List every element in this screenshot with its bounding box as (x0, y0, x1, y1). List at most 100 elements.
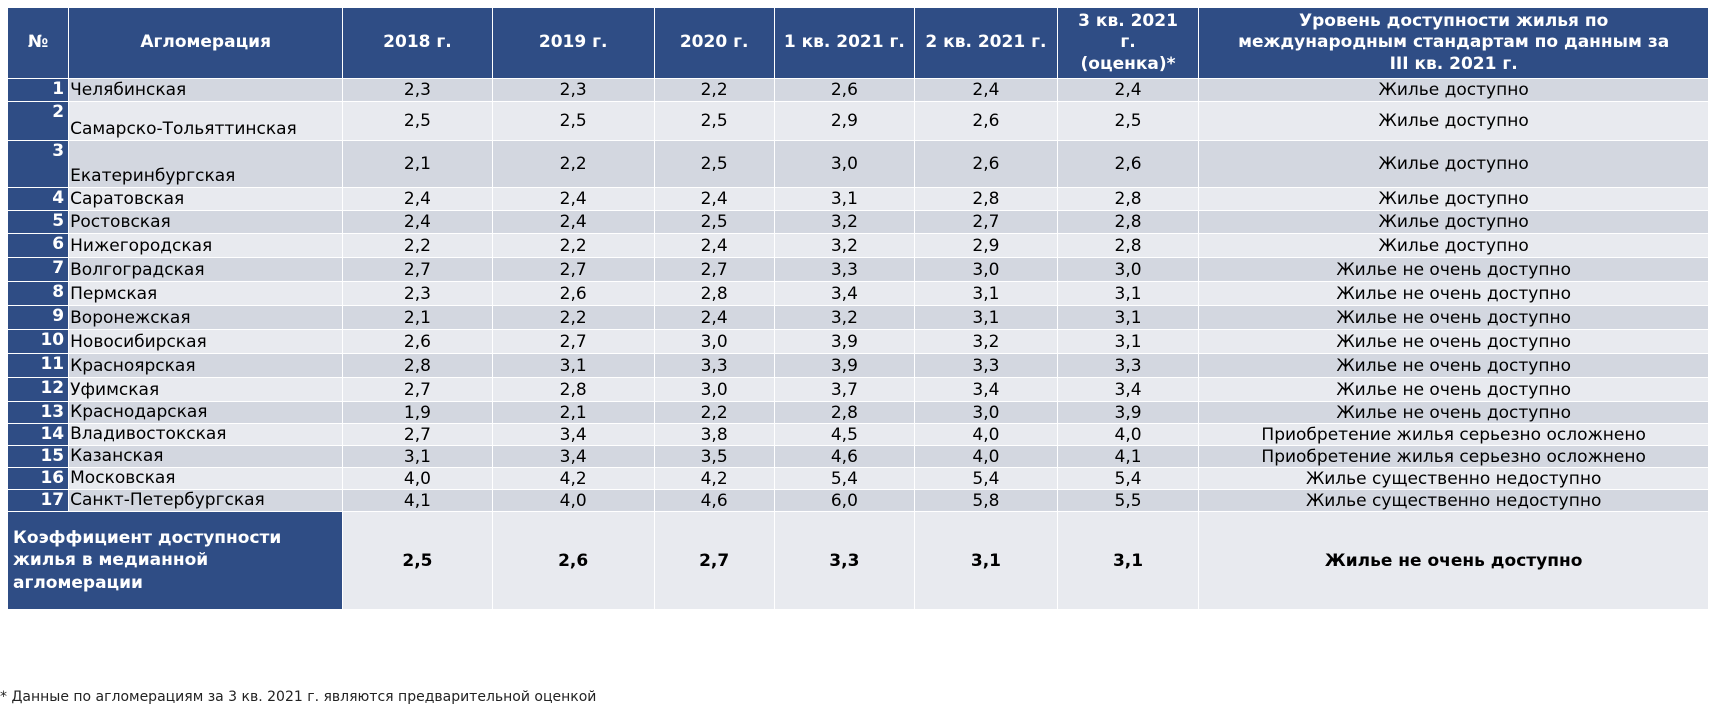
table-row: 10 Новосибирская 2,6 2,7 3,0 3,9 3,2 3,1 Жилье н… (6, 329, 1709, 354)
ratio-value: 2,7 (653, 257, 775, 282)
ratio-value: 4,2 (491, 467, 655, 490)
table-row: 17 Санкт-Петербургская 4,1 4,0 4,6 6,0 5,8 5,5 Ж… (6, 489, 1709, 512)
row-number: 6 (6, 233, 70, 258)
table-row: 15 Казанская 3,1 3,4 3,5 4,6 4,0 4,1 Приобретени… (6, 445, 1709, 468)
ratio-value: 2,2 (653, 78, 775, 102)
ratio-value: 2,8 (653, 281, 775, 306)
summary-value: 3,1 (914, 511, 1058, 610)
header-2018: 2018 г. (342, 7, 493, 79)
affordability-level: Жилье не очень доступно (1198, 305, 1709, 330)
ratio-value: 2,4 (491, 210, 655, 234)
affordability-level: Приобретение жилья серьезно осложнено (1198, 423, 1709, 446)
table-header: № Агломерация 2018 г. 2019 г. 2020 г. 1 … (6, 7, 1709, 79)
ratio-value: 3,1 (342, 445, 493, 468)
ratio-value: 3,2 (773, 233, 916, 258)
ratio-value: 3,2 (773, 210, 916, 234)
ratio-value: 3,7 (773, 377, 916, 402)
table-row: 1 Челябинская 2,3 2,3 2,2 2,6 2,4 2,4 Жилье дост… (6, 78, 1709, 102)
ratio-value: 3,5 (653, 445, 775, 468)
ratio-value: 3,9 (773, 329, 916, 354)
ratio-value: 2,2 (491, 140, 655, 188)
ratio-value: 3,3 (773, 257, 916, 282)
header-affordability-level: Уровень доступности жилья по международн… (1198, 7, 1709, 79)
ratio-value: 2,4 (653, 305, 775, 330)
table-row: 4 Саратовская 2,4 2,4 2,4 3,1 2,8 2,8 Жилье дост… (6, 187, 1709, 211)
row-number: 4 (6, 187, 70, 211)
ratio-value: 2,6 (1056, 140, 1200, 188)
ratio-value: 2,9 (773, 101, 916, 141)
ratio-value: 3,3 (914, 353, 1058, 378)
header-2020: 2020 г. (653, 7, 775, 79)
agglomeration-name: Новосибирская (68, 329, 344, 354)
affordability-level: Жилье доступно (1198, 78, 1709, 102)
ratio-value: 2,7 (342, 377, 493, 402)
affordability-level: Жилье доступно (1198, 210, 1709, 234)
affordability-level: Жилье существенно недоступно (1198, 489, 1709, 512)
ratio-value: 5,8 (914, 489, 1058, 512)
header-q2-2021: 2 кв. 2021 г. (914, 7, 1058, 79)
ratio-value: 2,5 (342, 101, 493, 141)
ratio-value: 2,7 (491, 329, 655, 354)
ratio-value: 3,1 (914, 281, 1058, 306)
affordability-level: Жилье существенно недоступно (1198, 467, 1709, 490)
ratio-value: 2,7 (342, 423, 493, 446)
ratio-value: 2,6 (342, 329, 493, 354)
ratio-value: 2,1 (342, 305, 493, 330)
agglomeration-name: Самарско-Тольяттинская (68, 101, 344, 141)
ratio-value: 3,0 (1056, 257, 1200, 282)
row-number: 14 (6, 423, 70, 446)
ratio-value: 2,8 (1056, 210, 1200, 234)
ratio-value: 2,9 (914, 233, 1058, 258)
ratio-value: 5,4 (914, 467, 1058, 490)
footnote: * Данные по агломерациям за 3 кв. 2021 г… (0, 689, 597, 705)
affordability-level: Жилье доступно (1198, 233, 1709, 258)
ratio-value: 2,7 (342, 257, 493, 282)
affordability-level: Жилье не очень доступно (1198, 281, 1709, 306)
ratio-value: 2,1 (342, 140, 493, 188)
ratio-value: 4,5 (773, 423, 916, 446)
table-row: 16 Московская 4,0 4,2 4,2 5,4 5,4 5,4 Жилье суще… (6, 467, 1709, 490)
ratio-value: 3,9 (773, 353, 916, 378)
ratio-value: 5,4 (773, 467, 916, 490)
table-row: 9 Воронежская 2,1 2,2 2,4 3,2 3,1 3,1 Жилье не о… (6, 305, 1709, 330)
table-row: 8 Пермская 2,3 2,6 2,8 3,4 3,1 3,1 Жилье не очен… (6, 281, 1709, 306)
ratio-value: 3,1 (1056, 305, 1200, 330)
header-2019: 2019 г. (491, 7, 655, 79)
ratio-value: 4,0 (342, 467, 493, 490)
ratio-value: 3,0 (914, 401, 1058, 424)
summary-value: 3,3 (773, 511, 916, 610)
ratio-value: 2,5 (653, 140, 775, 188)
ratio-value: 2,8 (1056, 187, 1200, 211)
row-number: 7 (6, 257, 70, 282)
affordability-level: Жилье доступно (1198, 101, 1709, 141)
header-num: № (6, 7, 70, 79)
agglomeration-name: Санкт-Петербургская (68, 489, 344, 512)
ratio-value: 3,4 (491, 423, 655, 446)
ratio-value: 3,4 (914, 377, 1058, 402)
row-number: 10 (6, 329, 70, 354)
ratio-value: 3,2 (914, 329, 1058, 354)
ratio-value: 6,0 (773, 489, 916, 512)
header-agglomeration: Агломерация (68, 7, 344, 79)
ratio-value: 2,3 (491, 78, 655, 102)
ratio-value: 2,2 (342, 233, 493, 258)
ratio-value: 4,6 (773, 445, 916, 468)
ratio-value: 2,4 (1056, 78, 1200, 102)
ratio-value: 2,4 (653, 187, 775, 211)
ratio-value: 3,0 (914, 257, 1058, 282)
ratio-value: 3,4 (491, 445, 655, 468)
row-number: 1 (6, 78, 70, 102)
ratio-value: 2,4 (653, 233, 775, 258)
ratio-value: 4,6 (653, 489, 775, 512)
summary-value: 2,5 (342, 511, 493, 610)
affordability-level: Жилье не очень доступно (1198, 329, 1709, 354)
agglomeration-name: Ростовская (68, 210, 344, 234)
summary-value: 2,7 (653, 511, 775, 610)
ratio-value: 4,0 (914, 445, 1058, 468)
agglomeration-name: Екатеринбургская (68, 140, 344, 188)
ratio-value: 3,0 (653, 377, 775, 402)
row-number: 15 (6, 445, 70, 468)
ratio-value: 2,8 (342, 353, 493, 378)
table-row: 11 Красноярская 2,8 3,1 3,3 3,9 3,3 3,3 Жилье не… (6, 353, 1709, 378)
ratio-value: 3,9 (1056, 401, 1200, 424)
